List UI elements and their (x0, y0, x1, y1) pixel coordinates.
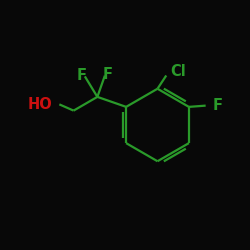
Text: F: F (103, 67, 113, 82)
Text: F: F (77, 68, 87, 82)
Text: F: F (212, 98, 222, 113)
Text: Cl: Cl (170, 64, 186, 79)
Text: HO: HO (28, 97, 53, 112)
